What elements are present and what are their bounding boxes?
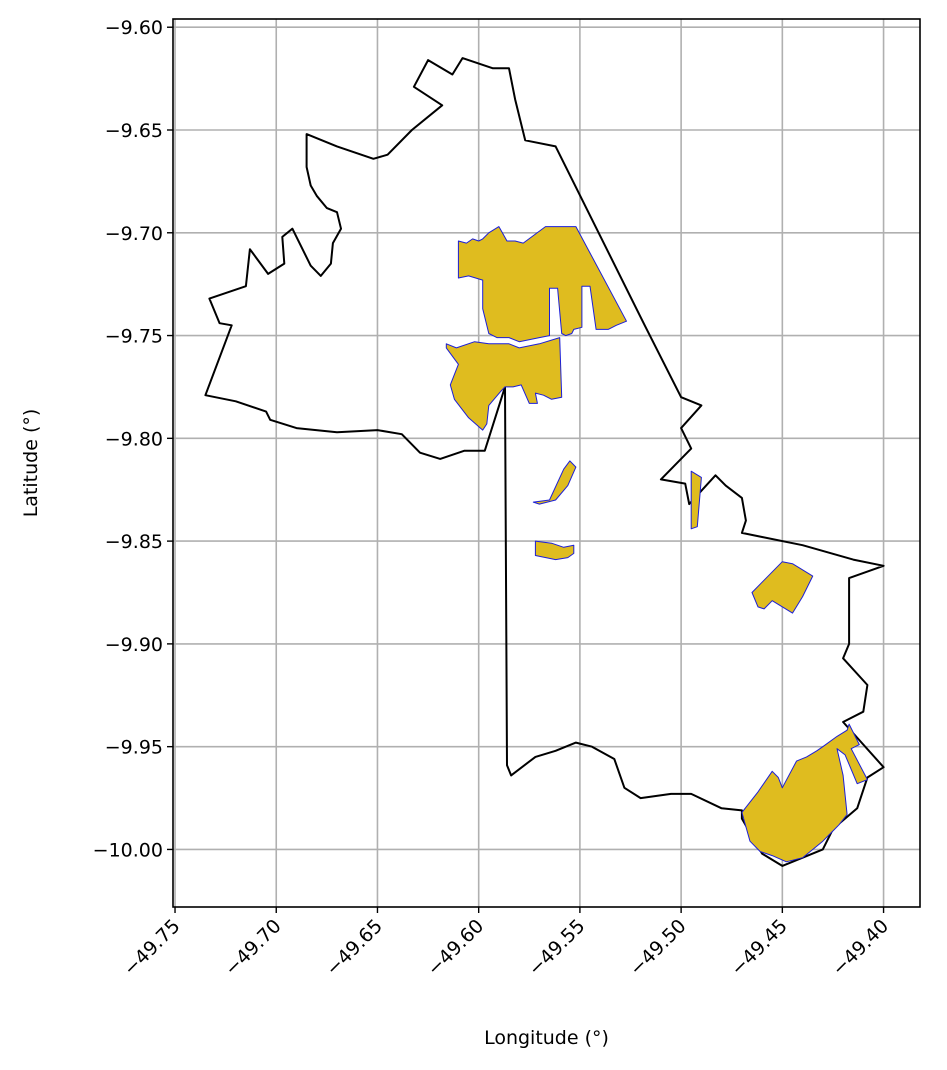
municipality-boundary [204, 57, 885, 867]
boundary-outline [204, 57, 885, 867]
plot-frame [172, 18, 921, 908]
region-polygon-5 [690, 470, 702, 530]
region-polygon-4 [534, 540, 575, 561]
y-axis-ticks: −9.60 −9.65 −9.70 −9.75 −9.80 −9.85 −9.90 −9.95… [93, 17, 173, 861]
y-tick-label: −9.85 [105, 531, 163, 553]
region-polygon-1 [457, 226, 627, 343]
y-tick-label: −9.80 [105, 428, 163, 450]
region-polygon-2 [445, 337, 563, 431]
region-polygon-6 [751, 561, 814, 614]
y-tick-label: −9.60 [105, 17, 163, 39]
y-tick-label: −9.95 [105, 737, 163, 759]
x-axis-label: Longitude (°) [484, 1027, 609, 1049]
y-tick-label: −9.90 [105, 634, 163, 656]
y-tick-label: −10.00 [93, 839, 163, 861]
region-polygon-7 [741, 723, 868, 863]
highlighted-regions [445, 226, 868, 863]
y-tick-label: −9.65 [105, 120, 163, 142]
y-tick-label: −9.75 [105, 326, 163, 348]
y-axis-label: Latitude (°) [20, 409, 42, 518]
y-tick-label: −9.70 [105, 223, 163, 245]
region-polygon-3 [532, 460, 577, 505]
